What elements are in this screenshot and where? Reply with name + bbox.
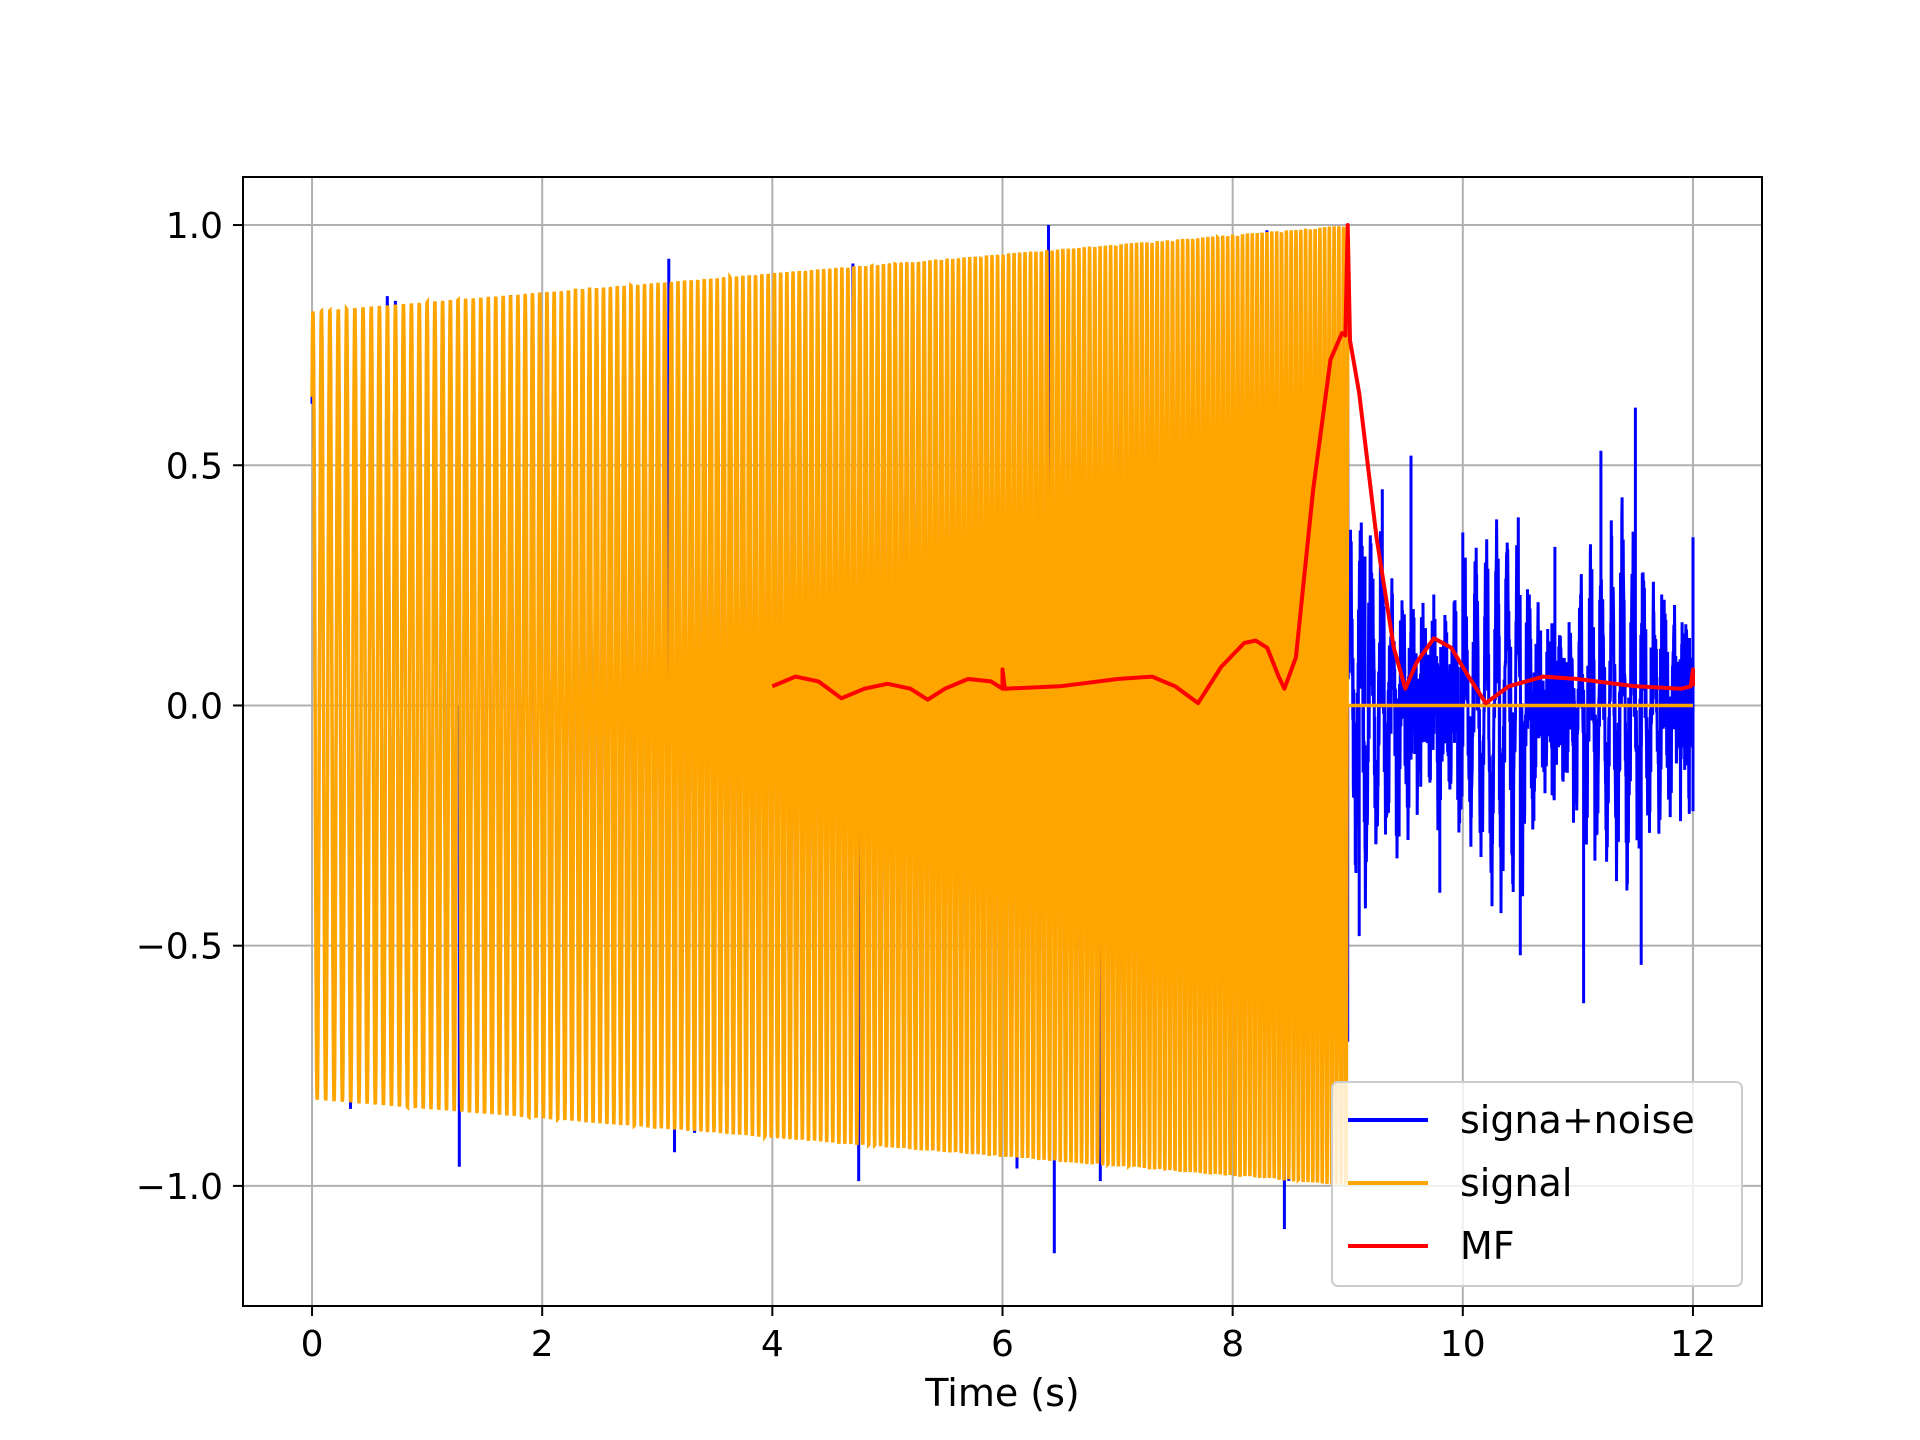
series-line-signal	[310, 226, 1693, 1188]
legend-label: signal	[1460, 1161, 1572, 1205]
y-tick-label: 0.0	[166, 686, 223, 727]
x-axis-label: Time (s)	[924, 1371, 1080, 1415]
y-tick-label: 0.5	[166, 446, 223, 487]
legend-label: signa+noise	[1460, 1098, 1695, 1142]
x-tick-label: 4	[761, 1324, 784, 1365]
x-tick-label: 10	[1440, 1324, 1486, 1365]
x-tick-label: 0	[301, 1324, 324, 1365]
x-tick-label: 2	[531, 1324, 554, 1365]
x-tick-label: 6	[991, 1324, 1014, 1365]
legend: signa+noise signal MF	[1331, 1081, 1743, 1287]
legend-label: MF	[1460, 1224, 1515, 1268]
series-line-mf	[771, 223, 1695, 706]
legend-box	[1331, 1081, 1743, 1287]
plot-series	[310, 223, 1695, 1254]
axis-ticks: 0 2 4 6 8 10 12 −1.0 −0.5 0.0 0.5 1.0	[136, 206, 1716, 1365]
y-tick-label: −0.5	[136, 927, 223, 968]
x-tick-label: 8	[1221, 1324, 1244, 1365]
y-tick-label: −1.0	[136, 1167, 223, 1208]
y-tick-label: 1.0	[166, 206, 223, 247]
x-tick-label: 12	[1670, 1324, 1716, 1365]
